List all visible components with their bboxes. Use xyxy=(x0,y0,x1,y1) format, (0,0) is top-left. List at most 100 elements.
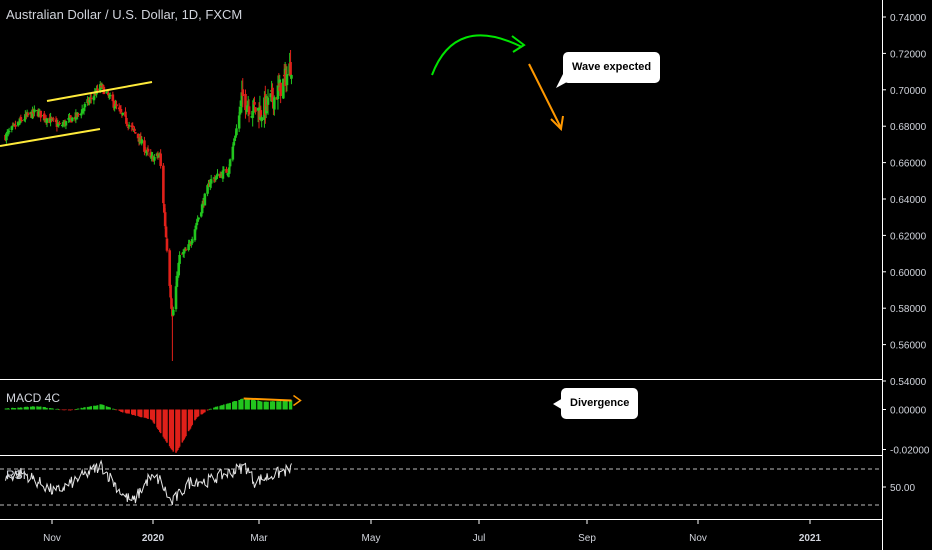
candle-body xyxy=(162,204,166,213)
macd-bar xyxy=(80,407,83,410)
candle-body xyxy=(127,125,131,127)
macd-bar xyxy=(216,406,219,410)
candle-body xyxy=(96,88,99,91)
macd-bar xyxy=(253,399,256,410)
macd-bar xyxy=(82,408,84,410)
macd-bar xyxy=(43,406,46,410)
macd-bar xyxy=(106,406,109,410)
candle-body xyxy=(247,106,251,115)
candle-body xyxy=(193,229,197,241)
candle-body xyxy=(58,123,61,125)
macd-bar xyxy=(50,408,53,410)
macd-bar xyxy=(101,404,103,410)
macd-bar xyxy=(29,406,32,410)
macd-bar xyxy=(114,409,117,411)
wave-arc-arrowhead xyxy=(511,35,526,53)
macd-bar xyxy=(210,408,212,410)
macd-bar xyxy=(221,405,223,410)
candle-body xyxy=(209,179,213,184)
macd-bar xyxy=(8,408,10,410)
macd-bar xyxy=(251,399,254,410)
macd-bar xyxy=(190,409,193,427)
macd-bar xyxy=(76,408,79,410)
macd-bar xyxy=(245,398,248,410)
candle-body xyxy=(68,116,71,120)
candle-body xyxy=(215,175,218,180)
macd-bar xyxy=(258,400,260,410)
candle-body xyxy=(10,126,14,131)
candle-body xyxy=(124,111,127,117)
macd-bar xyxy=(25,407,28,410)
macd-bar xyxy=(64,409,66,411)
macd-bar xyxy=(17,407,19,410)
candle-body xyxy=(164,226,168,238)
candle-body xyxy=(133,128,136,132)
candle-body xyxy=(290,75,293,79)
candle-body xyxy=(196,219,199,222)
macd-bar xyxy=(130,409,133,415)
macd-bar xyxy=(38,406,41,410)
macd-bar xyxy=(269,401,272,410)
candle-body xyxy=(216,173,219,177)
macd-bar xyxy=(140,409,142,418)
candle-body xyxy=(13,124,16,126)
macd-bar xyxy=(182,409,185,441)
macd-bar xyxy=(11,407,14,410)
macd-bar xyxy=(188,409,191,430)
candle-body xyxy=(131,125,134,128)
divergence-line xyxy=(243,397,292,402)
macd-bar xyxy=(203,409,205,413)
macd-bar xyxy=(87,407,90,410)
time-tick-label: Mar xyxy=(250,533,268,544)
macd-bar xyxy=(175,409,177,453)
macd-bar xyxy=(185,409,187,437)
macd-bar xyxy=(12,408,15,410)
rsi-panel xyxy=(0,459,882,506)
macd-bar xyxy=(150,409,153,420)
macd-bar xyxy=(56,408,58,410)
divergence-arrowhead xyxy=(293,394,302,407)
macd-bar xyxy=(252,400,255,410)
price-tick-label: 0.60000 xyxy=(890,268,927,279)
candle-body xyxy=(245,105,249,112)
macd-bar xyxy=(259,401,261,410)
macd-bar xyxy=(89,406,92,410)
time-tick-label: May xyxy=(362,533,381,544)
candle-body xyxy=(23,119,26,121)
macd-bar xyxy=(273,401,276,410)
candle-body xyxy=(49,117,52,122)
candle-body xyxy=(213,178,217,181)
macd-bar xyxy=(81,408,83,410)
candle-body xyxy=(89,97,93,99)
macd-bar xyxy=(49,408,52,410)
candle-body xyxy=(252,100,255,113)
macd-bar xyxy=(107,406,110,410)
candle-body xyxy=(282,78,285,99)
macd-bar xyxy=(208,409,211,411)
candle-body xyxy=(146,148,150,152)
panel-borders xyxy=(0,0,883,550)
macd-bar xyxy=(4,408,7,410)
macd-bar xyxy=(140,409,143,418)
macd-histogram xyxy=(4,394,302,453)
macd-bar xyxy=(220,405,222,410)
candle-body xyxy=(26,113,30,116)
price-tick-label: 0.70000 xyxy=(890,86,927,97)
candle-body xyxy=(18,118,22,124)
macd-bar xyxy=(239,399,241,410)
macd-bar xyxy=(158,409,161,432)
macd-bar xyxy=(126,409,129,414)
candle-body xyxy=(188,242,191,244)
macd-bar xyxy=(267,401,269,410)
macd-bar xyxy=(277,401,279,410)
macd-bar xyxy=(195,409,197,420)
candle-body xyxy=(199,212,203,217)
macd-bar xyxy=(36,406,38,410)
time-tick-label: Nov xyxy=(43,533,61,544)
macd-bar xyxy=(163,409,166,439)
candle-body xyxy=(177,262,181,276)
macd-bar xyxy=(103,405,105,410)
candle-body xyxy=(165,238,169,251)
candle-body xyxy=(157,155,161,157)
candle-body xyxy=(19,117,23,120)
